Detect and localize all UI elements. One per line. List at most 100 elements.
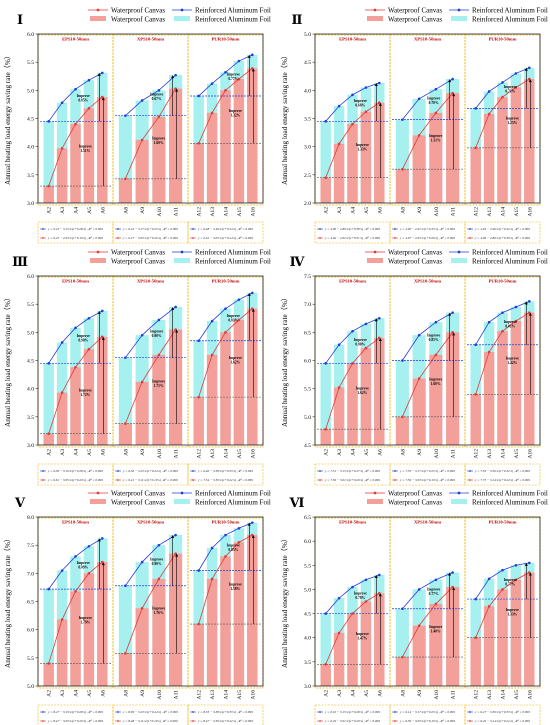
- x-tick-label: A13: [487, 449, 493, 459]
- equation-canvas-marker: [394, 479, 396, 481]
- x-tick-label: A3: [60, 449, 66, 456]
- point-foil: [337, 343, 341, 347]
- legend-canvas-bar-label: Waterproof Canvas: [111, 16, 165, 24]
- equation-box: y = 6.48 − 3.46·x/(1+0.34·x) , R² = 0.99…: [187, 221, 264, 244]
- equation-foil-marker: [192, 470, 194, 472]
- y-tick-label: 4.0: [27, 387, 34, 393]
- arrow-foil-head: [524, 301, 528, 305]
- group-label: EPS10-50mm: [62, 37, 89, 42]
- point-foil: [378, 81, 381, 85]
- legend-canvas-marker: [373, 250, 377, 254]
- x-tick-label: A16: [527, 449, 533, 459]
- line-foil: [402, 312, 453, 361]
- improve-canvas-value: 1.58%: [230, 587, 240, 591]
- improve-foil-label: Improve: [504, 320, 518, 324]
- x-tick-label: A12: [474, 449, 480, 459]
- point-foil: [124, 356, 127, 359]
- x-tick-label: A14: [501, 207, 507, 217]
- bar-canvas: [220, 556, 231, 686]
- y-tick-label: 5.5: [27, 60, 34, 66]
- point-canvas: [528, 571, 531, 574]
- equation-foil: y = 6.36 − 3.19·x/(1+0.28·x) , R² = 0.99…: [47, 469, 103, 474]
- panel-title: Ⅱ: [292, 12, 303, 27]
- point-canvas: [337, 631, 341, 635]
- legend-foil-marker: [180, 491, 184, 495]
- equation-foil: y = 4.90 − 2.89·x/(1+0.38·x) , R² = 0.99…: [324, 227, 380, 232]
- equation-canvas: y = 7.59 − 3.03·x/(1+0.19·x) , R² = 0.99…: [399, 478, 455, 483]
- legend-canvas-bar-swatch: [90, 258, 106, 263]
- equation-canvas-marker: [42, 479, 44, 481]
- y-tick-label: 3.0: [27, 443, 34, 449]
- point-foil: [451, 311, 454, 314]
- bar-canvas: [446, 332, 460, 445]
- improve-canvas-label: Improve: [229, 583, 243, 587]
- y-tick-label: 7.0: [304, 302, 311, 308]
- x-tick-label: A4: [74, 449, 80, 456]
- group-label: XPS10-50mm: [414, 520, 441, 525]
- improve-foil-value: 0.85%: [228, 548, 238, 552]
- legend-canvas-marker: [96, 250, 100, 254]
- point-foil: [364, 578, 368, 582]
- equation-canvas-marker: [117, 237, 119, 239]
- equation-canvas: y = 6.52 − 3.05·x/(1+0.24·x) , R² = 0.99…: [197, 236, 253, 241]
- point-foil: [87, 544, 91, 548]
- line-canvas: [402, 332, 453, 417]
- point-foil: [251, 521, 254, 524]
- x-tick-label: A15: [514, 207, 520, 217]
- point-canvas: [401, 415, 404, 419]
- arrow-canvas-head: [101, 97, 105, 101]
- point-canvas: [451, 91, 454, 95]
- x-tick-label: A9: [140, 207, 146, 214]
- bar-canvas: [118, 178, 132, 203]
- point-canvas: [140, 138, 144, 142]
- point-foil: [60, 341, 64, 344]
- bar-canvas: [233, 79, 245, 203]
- improve-foil-label: Improve: [354, 591, 368, 595]
- improve-foil-label: Improve: [227, 72, 241, 76]
- x-tick-label: A12: [197, 690, 203, 700]
- x-tick-label: A4: [351, 207, 357, 214]
- point-foil: [224, 307, 227, 310]
- x-tick-label: A10: [157, 690, 163, 700]
- x-tick-label: A13: [210, 690, 216, 700]
- arrow-foil-head: [247, 54, 251, 58]
- arrow-canvas-head: [101, 562, 105, 566]
- line-foil: [125, 74, 176, 116]
- x-tick-label: A2: [324, 207, 330, 214]
- improve-canvas-value: 1.51%: [80, 149, 90, 153]
- point-foil: [237, 298, 241, 301]
- group-label: XPS10-50mm: [414, 279, 441, 284]
- y-tick-label: 5.0: [27, 330, 34, 336]
- x-tick-label: A10: [434, 690, 440, 700]
- point-foil: [501, 311, 504, 314]
- x-tick-label: A8: [400, 449, 406, 456]
- point-canvas: [174, 87, 177, 90]
- bar-foil: [320, 363, 331, 445]
- arrow-foil-head: [97, 72, 101, 76]
- point-canvas: [474, 146, 477, 150]
- arrow-canvas-head: [528, 79, 532, 83]
- bar-canvas: [412, 378, 426, 445]
- point-canvas: [351, 122, 354, 126]
- equation-canvas-marker: [394, 237, 396, 239]
- equation-box: y = 6.10 − 3.15·x/(1+0.28·x) , R² = 0.99…: [314, 704, 391, 725]
- group-label: PUR10-50mm: [489, 520, 517, 525]
- group-label: EPS10-50mm: [62, 279, 89, 284]
- point-foil: [474, 597, 477, 601]
- equation-box: y = 7.59 − 3.36·x/(1+0.32·x) , R² = 0.99…: [464, 463, 541, 486]
- x-tick-label: A4: [351, 449, 357, 456]
- point-canvas: [74, 365, 77, 369]
- improve-foil-value: 0.67%: [152, 97, 162, 101]
- legend-foil-bar-swatch: [451, 258, 467, 263]
- equation-foil: y = 6.46 − 3.38·x/(1+0.33·x) , R² = 0.99…: [197, 469, 253, 474]
- equation-box: y = 6.23 − 3.15·x/(1+0.28·x) , R² = 0.99…: [37, 221, 114, 244]
- equation-canvas: y = 6.36 − 3.03·x/(1+0.19·x) , R² = 0.99…: [399, 719, 455, 724]
- bar-canvas: [169, 88, 183, 203]
- equation-canvas: y = 6.41 − 3.11·x/(1+0.19·x) , R² = 0.99…: [122, 478, 178, 483]
- improve-foil-label: Improve: [227, 544, 241, 548]
- point-foil: [324, 612, 327, 615]
